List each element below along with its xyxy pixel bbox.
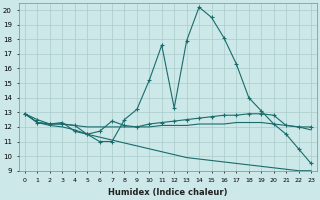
X-axis label: Humidex (Indice chaleur): Humidex (Indice chaleur): [108, 188, 228, 197]
